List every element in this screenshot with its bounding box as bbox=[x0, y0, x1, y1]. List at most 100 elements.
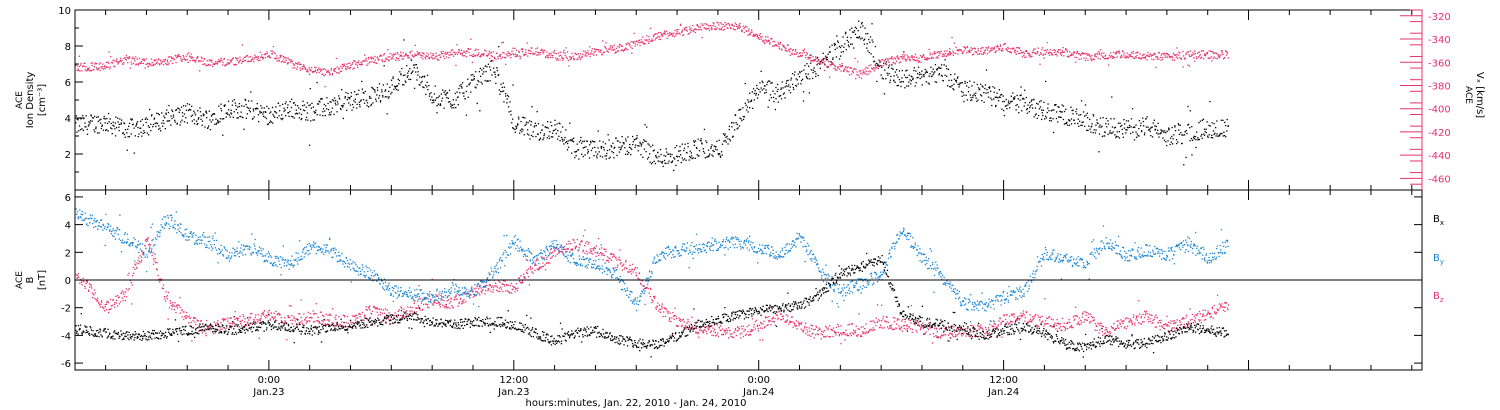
vx-series-point bbox=[188, 52, 190, 54]
bz-series-point bbox=[354, 315, 356, 317]
bz-series-point bbox=[121, 297, 123, 299]
ion-density-series-point bbox=[866, 47, 868, 49]
vx-series-point bbox=[766, 41, 768, 43]
ion-density-series-point bbox=[118, 123, 120, 126]
vx-series-point bbox=[89, 70, 91, 72]
vx-series-point bbox=[1187, 51, 1189, 53]
bz-series-point bbox=[435, 294, 437, 296]
ion-density-series-point bbox=[295, 109, 297, 111]
ion-density-series-point bbox=[848, 46, 850, 48]
ion-density-series-point bbox=[219, 118, 222, 120]
vx-series-point bbox=[378, 58, 380, 61]
ion-density-series-point bbox=[592, 141, 595, 143]
ion-density-series-point bbox=[953, 83, 955, 85]
ion-density-series-point bbox=[902, 81, 904, 83]
vx-series-point bbox=[449, 54, 451, 56]
ion-density-series-point bbox=[1061, 111, 1063, 113]
vx-series-point bbox=[1149, 54, 1151, 56]
ion-density-series-point bbox=[950, 86, 952, 88]
bz-series-point bbox=[496, 289, 498, 291]
bz-series-point bbox=[599, 252, 601, 255]
ion-density-series-point bbox=[795, 85, 798, 87]
vx-series-point bbox=[584, 51, 587, 53]
vx-series-point bbox=[384, 60, 386, 62]
bz-series-point bbox=[292, 319, 294, 321]
ion-density-series-point bbox=[604, 155, 606, 157]
vx-series-point bbox=[679, 23, 682, 25]
vx-series-point bbox=[1126, 56, 1128, 58]
ion-density-series-point bbox=[416, 79, 418, 81]
vx-series-point bbox=[1178, 51, 1180, 53]
ion-density-series-point bbox=[75, 115, 77, 117]
vx-series-point bbox=[1099, 58, 1101, 60]
vx-series-point bbox=[264, 57, 266, 59]
ion-density-series-point bbox=[543, 133, 546, 135]
ion-density-series-point bbox=[353, 100, 355, 102]
vx-series-point bbox=[1182, 55, 1185, 57]
ion-density-series-point bbox=[182, 115, 184, 117]
bz-series-point bbox=[565, 243, 568, 245]
bz-series-point bbox=[88, 283, 91, 285]
vx-series-point bbox=[925, 59, 927, 61]
ion-density-series-point bbox=[354, 98, 356, 100]
ion-density-series-point bbox=[430, 92, 432, 94]
ion-density-series-point bbox=[1186, 132, 1188, 135]
ion-density-series-point bbox=[1179, 124, 1181, 126]
bz-series-point bbox=[536, 259, 538, 261]
vx-series-point bbox=[708, 29, 711, 31]
vx-series-point bbox=[1013, 48, 1015, 50]
ion-density-series-point bbox=[1146, 116, 1148, 118]
vx-series-point bbox=[694, 31, 697, 34]
bz-series-point bbox=[284, 317, 286, 319]
vx-series-point bbox=[286, 63, 288, 65]
bz-series-point bbox=[433, 302, 435, 304]
ion-density-series-point bbox=[261, 107, 263, 109]
ion-density-series-point bbox=[471, 79, 473, 81]
ion-density-series-point bbox=[346, 109, 348, 111]
vx-series-point bbox=[736, 25, 738, 28]
bz-series-point bbox=[284, 320, 286, 322]
ion-density-series-point bbox=[874, 60, 876, 62]
bz-series-point bbox=[532, 272, 534, 274]
bz-series-point bbox=[554, 255, 557, 257]
ion-density-series-point bbox=[191, 105, 193, 107]
ion-density-series-point bbox=[381, 89, 383, 91]
ion-density-series-point bbox=[1125, 129, 1127, 131]
vx-series-point bbox=[1084, 59, 1087, 61]
bz-series-point bbox=[198, 327, 200, 329]
ion-density-series-point bbox=[1142, 117, 1144, 119]
vx-series-point bbox=[1108, 54, 1111, 57]
bz-series-point bbox=[83, 280, 85, 282]
ion-density-series-point bbox=[527, 122, 529, 124]
ion-density-series-point bbox=[1066, 124, 1069, 126]
vx-series-point bbox=[211, 59, 213, 61]
ion-density-series-point bbox=[469, 82, 471, 84]
ion-density-series-point bbox=[756, 87, 758, 89]
vx-series-point bbox=[1105, 58, 1107, 60]
vx-series-point bbox=[219, 61, 221, 63]
ion-density-series-point bbox=[529, 138, 531, 140]
ion-density-series-point bbox=[124, 136, 126, 138]
ion-density-series-point bbox=[621, 136, 623, 138]
ion-density-series-point bbox=[426, 74, 429, 76]
ion-density-series-point bbox=[1063, 123, 1066, 125]
vx-series-point bbox=[437, 58, 439, 60]
bz-series-point bbox=[401, 307, 403, 309]
vx-series-point bbox=[1039, 63, 1041, 65]
ion-density-series-point bbox=[1065, 122, 1068, 124]
ion-density-series-point bbox=[205, 110, 207, 112]
ion-density-series-point bbox=[932, 68, 934, 70]
bz-series-point bbox=[191, 340, 193, 342]
ion-density-series-point bbox=[761, 89, 763, 91]
ion-density-series-point bbox=[508, 111, 510, 113]
vx-series-point bbox=[833, 65, 836, 67]
ion-density-series-point bbox=[724, 139, 726, 142]
vx-series-point bbox=[367, 58, 370, 60]
ion-density-series-point bbox=[1138, 120, 1141, 122]
bz-series-point bbox=[244, 325, 246, 327]
vx-series-point bbox=[160, 60, 162, 62]
ion-density-series-point bbox=[314, 111, 317, 113]
ion-density-series-point bbox=[778, 95, 781, 97]
ion-density-series-point bbox=[853, 30, 856, 32]
ion-density-series-point bbox=[763, 88, 765, 90]
